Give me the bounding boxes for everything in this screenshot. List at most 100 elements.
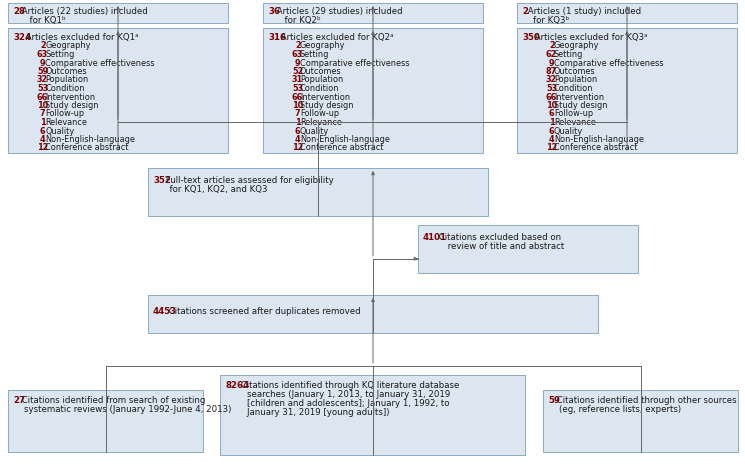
Text: 87: 87: [546, 67, 557, 76]
Text: 27: 27: [13, 396, 25, 405]
Text: 63: 63: [292, 50, 303, 59]
Text: Relevance: Relevance: [554, 118, 596, 127]
Text: Quality: Quality: [554, 127, 583, 135]
Text: Articles (22 studies) included: Articles (22 studies) included: [19, 7, 148, 16]
Text: Follow-up: Follow-up: [300, 109, 339, 119]
Text: 8264: 8264: [225, 381, 249, 390]
Text: 12: 12: [292, 143, 303, 153]
Text: Comparative effectiveness: Comparative effectiveness: [45, 58, 154, 68]
Text: 59: 59: [548, 396, 560, 405]
Text: Population: Population: [45, 76, 88, 85]
Text: Quality: Quality: [300, 127, 329, 135]
Text: 9: 9: [40, 58, 45, 68]
Text: Citations identified through other sources: Citations identified through other sourc…: [554, 396, 737, 405]
Text: 9: 9: [549, 58, 554, 68]
Text: 6: 6: [549, 109, 554, 119]
Text: Outcomes: Outcomes: [554, 67, 595, 76]
Text: Population: Population: [554, 76, 597, 85]
Text: 6: 6: [549, 127, 554, 135]
Text: (eg, reference lists, experts): (eg, reference lists, experts): [548, 405, 681, 414]
Text: 53: 53: [546, 84, 557, 93]
FancyBboxPatch shape: [543, 390, 738, 452]
Text: Citations identified from search of existing: Citations identified from search of exis…: [19, 396, 206, 405]
Text: Setting: Setting: [554, 50, 583, 59]
Text: 316: 316: [268, 33, 286, 42]
Text: Relevance: Relevance: [300, 118, 342, 127]
Text: Articles excluded for KQ2ᵃ: Articles excluded for KQ2ᵃ: [278, 33, 393, 42]
Text: systematic reviews (January 1992-June 4, 2013): systematic reviews (January 1992-June 4,…: [13, 405, 232, 414]
Text: Citations screened after duplicates removed: Citations screened after duplicates remo…: [166, 307, 361, 316]
Text: Condition: Condition: [300, 84, 340, 93]
Text: searches (January 1, 2013, to January 31, 2019: searches (January 1, 2013, to January 31…: [225, 390, 450, 399]
Text: Intervention: Intervention: [45, 92, 95, 101]
Text: 4: 4: [549, 135, 555, 144]
Text: Conference abstract: Conference abstract: [554, 143, 638, 153]
Text: 10: 10: [292, 101, 303, 110]
Text: 9: 9: [295, 58, 300, 68]
Text: for KQ1, KQ2, and KQ3: for KQ1, KQ2, and KQ3: [153, 185, 267, 194]
Text: Outcomes: Outcomes: [300, 67, 342, 76]
Text: Geography: Geography: [300, 42, 346, 50]
Text: Follow-up: Follow-up: [45, 109, 84, 119]
Text: 4: 4: [40, 135, 45, 144]
Text: [children and adolescents]; January 1, 1992, to: [children and adolescents]; January 1, 1…: [225, 399, 449, 408]
Text: 36: 36: [268, 7, 280, 16]
Text: Articles excluded for KQ3ᵃ: Articles excluded for KQ3ᵃ: [532, 33, 647, 42]
Text: 10: 10: [37, 101, 48, 110]
Text: January 31, 2019 [young adults]): January 31, 2019 [young adults]): [225, 408, 390, 417]
FancyBboxPatch shape: [517, 3, 737, 23]
Text: 324: 324: [13, 33, 31, 42]
Text: Articles excluded for KQ1ᵃ: Articles excluded for KQ1ᵃ: [22, 33, 138, 42]
Text: Full-text articles assessed for eligibility: Full-text articles assessed for eligibil…: [162, 176, 334, 185]
Text: 63: 63: [37, 50, 48, 59]
Text: 66: 66: [292, 92, 303, 101]
Text: 7: 7: [295, 109, 300, 119]
Text: 66: 66: [546, 92, 557, 101]
Text: Conference abstract: Conference abstract: [300, 143, 384, 153]
Text: Population: Population: [300, 76, 343, 85]
Text: Study design: Study design: [554, 101, 607, 110]
Text: Geography: Geography: [45, 42, 90, 50]
Text: 10: 10: [546, 101, 557, 110]
Text: 4: 4: [295, 135, 301, 144]
Text: 6: 6: [40, 127, 45, 135]
Text: 12: 12: [546, 143, 557, 153]
Text: 62: 62: [546, 50, 557, 59]
Text: for KQ2ᵇ: for KQ2ᵇ: [268, 16, 320, 25]
Text: 2: 2: [40, 42, 45, 50]
Text: 66: 66: [37, 92, 48, 101]
Text: 1: 1: [40, 118, 45, 127]
Text: Intervention: Intervention: [554, 92, 604, 101]
Text: Condition: Condition: [554, 84, 594, 93]
Text: Relevance: Relevance: [45, 118, 87, 127]
Text: review of title and abstract: review of title and abstract: [423, 242, 564, 251]
FancyBboxPatch shape: [8, 3, 228, 23]
Text: Follow-up: Follow-up: [554, 109, 593, 119]
Text: 59: 59: [37, 67, 48, 76]
FancyBboxPatch shape: [418, 225, 638, 273]
Text: Setting: Setting: [45, 50, 74, 59]
Text: 6: 6: [295, 127, 300, 135]
Text: 32: 32: [37, 76, 48, 85]
Text: Articles (1 study) included: Articles (1 study) included: [525, 7, 641, 16]
Text: 32: 32: [546, 76, 557, 85]
Text: Conference abstract: Conference abstract: [45, 143, 128, 153]
Text: Outcomes: Outcomes: [45, 67, 86, 76]
Text: 7: 7: [40, 109, 45, 119]
Text: Non-English-language: Non-English-language: [45, 135, 135, 144]
Text: for KQ1ᵇ: for KQ1ᵇ: [13, 16, 66, 25]
Text: Articles (29 studies) included: Articles (29 studies) included: [274, 7, 403, 16]
Text: 2: 2: [295, 42, 300, 50]
Text: Comparative effectiveness: Comparative effectiveness: [554, 58, 664, 68]
Text: Study design: Study design: [300, 101, 353, 110]
Text: Intervention: Intervention: [300, 92, 350, 101]
Text: Study design: Study design: [45, 101, 98, 110]
Text: 4453: 4453: [153, 307, 177, 316]
Text: Setting: Setting: [300, 50, 329, 59]
FancyBboxPatch shape: [220, 375, 525, 455]
Text: 28: 28: [13, 7, 25, 16]
Text: 52: 52: [292, 67, 303, 76]
Text: 1: 1: [295, 118, 300, 127]
Text: 53: 53: [37, 84, 48, 93]
Text: 350: 350: [522, 33, 539, 42]
